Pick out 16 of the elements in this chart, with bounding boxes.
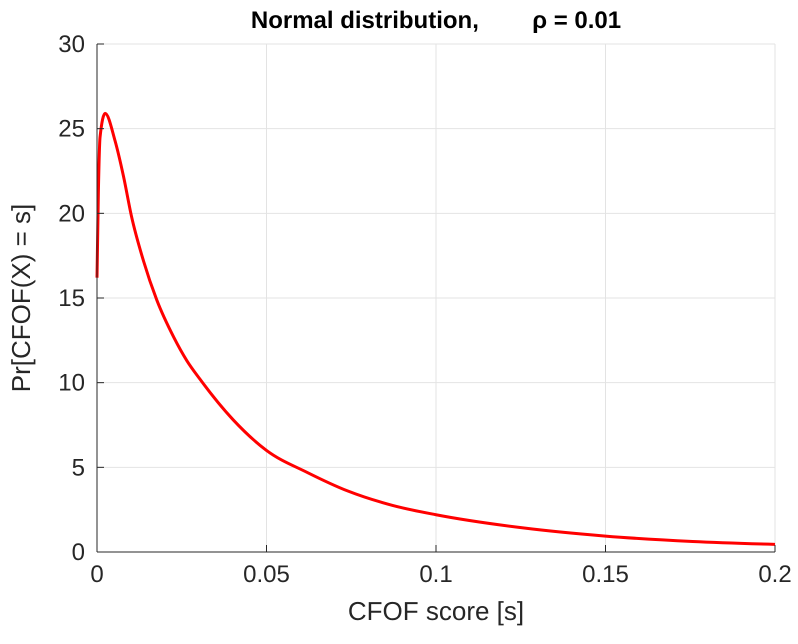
- y-tick-label: 10: [58, 370, 85, 397]
- y-tick-label: 20: [58, 200, 85, 228]
- chart-title: Normal distribution, ρ = 0.01: [250, 7, 622, 34]
- x-tick-label: 0.05: [243, 561, 290, 588]
- line-series: [96, 112, 776, 546]
- x-tick-label: 0: [90, 561, 104, 588]
- x-axis-title: CFOF score [s]: [348, 596, 524, 626]
- x-tick-label: 0.15: [582, 561, 629, 588]
- x-tick-label: 0.1: [419, 561, 453, 588]
- y-tick-label: 30: [58, 31, 85, 58]
- y-tick-label: 0: [72, 539, 85, 566]
- y-axis-title: Pr[CFOF(X) = s]: [6, 204, 36, 392]
- x-tick-label: 0.2: [758, 561, 792, 588]
- y-tick-label: 25: [58, 116, 85, 143]
- y-tick-label: 5: [72, 454, 85, 482]
- y-tick-label: 15: [58, 285, 85, 312]
